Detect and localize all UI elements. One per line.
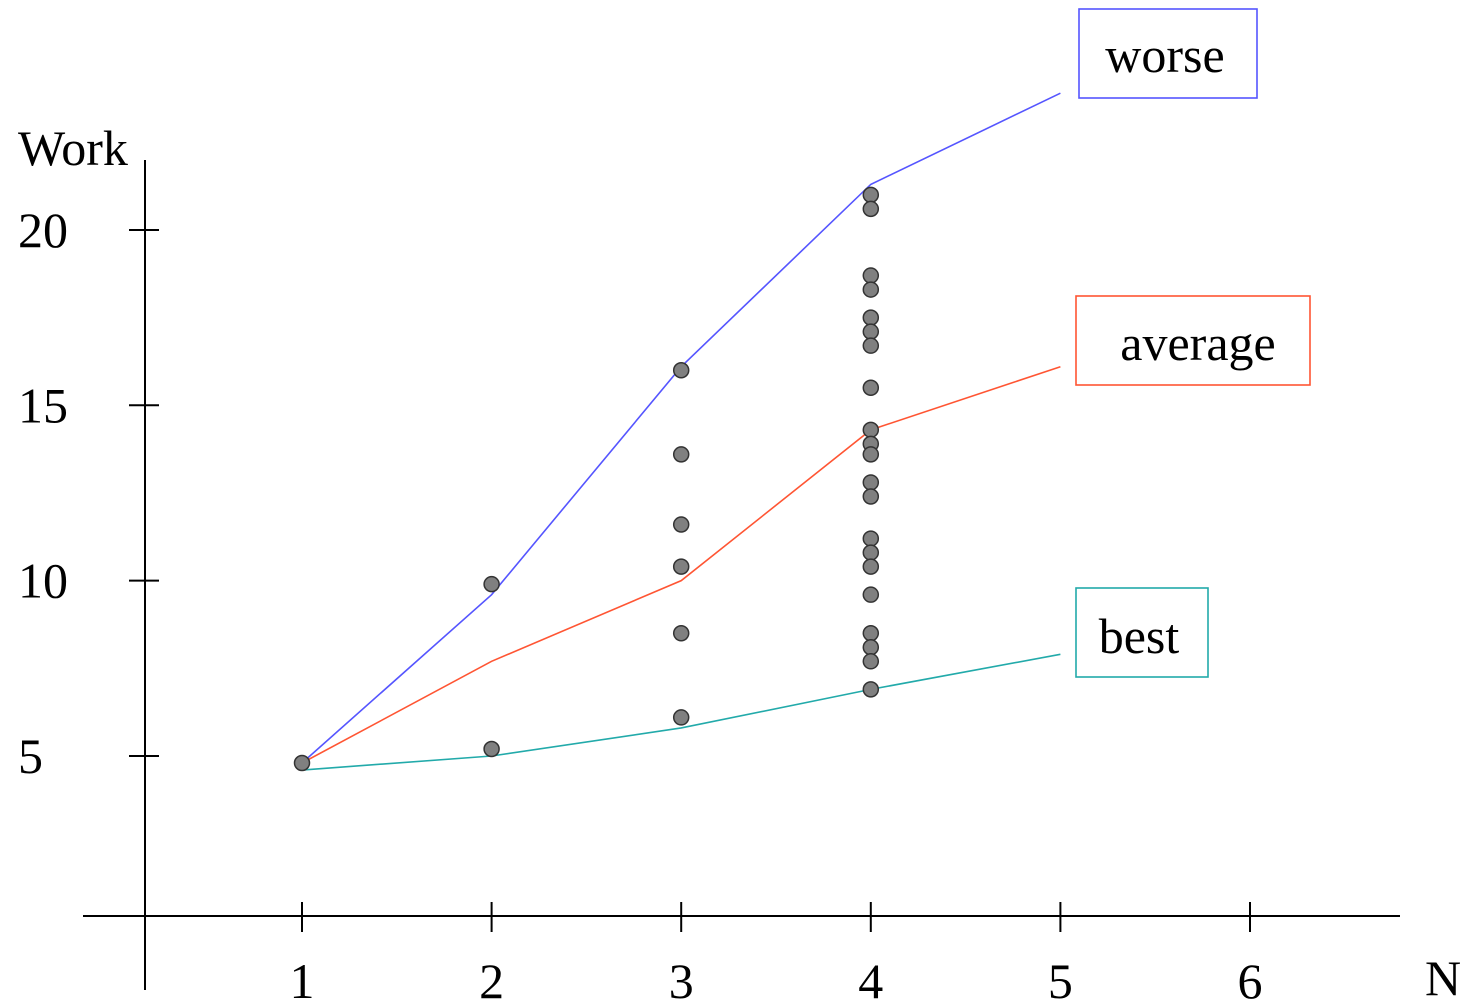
y-ticks: 5 10 15 20 [18,202,159,784]
scatter-point [863,626,878,641]
scatter-point [863,447,878,462]
scatter-point [863,587,878,602]
scatter-point [484,741,499,756]
scatter-point [863,268,878,283]
legend-label-worse: worse [1105,27,1224,83]
scatter-point [863,640,878,655]
x-tick-label: 3 [669,953,694,1003]
scatter-point [863,282,878,297]
x-tick-label: 1 [290,953,315,1003]
x-tick-label: 6 [1238,953,1263,1003]
x-tick-label: 4 [858,953,883,1003]
axes: Work N [18,120,1461,1003]
x-tick-label: 5 [1048,953,1073,1003]
y-axis-label: Work [18,120,128,176]
scatter-point [295,756,310,771]
legend-label-average: average [1120,315,1275,371]
scatter-point [863,310,878,325]
scatter-point [863,380,878,395]
scatter-point [674,517,689,532]
scatter-point [674,447,689,462]
scatter-point [674,363,689,378]
scatter-point [863,201,878,216]
scatter-point [863,654,878,669]
scatter-point [863,475,878,490]
x-tick-label: 2 [479,953,504,1003]
scatter-point [863,545,878,560]
scatter-point [674,559,689,574]
scatter-point [484,577,499,592]
y-tick-label: 15 [18,377,68,433]
y-tick-label: 20 [18,202,68,258]
scatter-point [863,338,878,353]
scatter-point [863,682,878,697]
series-lines [302,93,1060,770]
legend-label-best: best [1099,608,1180,664]
scatter-point [863,559,878,574]
y-tick-label: 10 [18,553,68,609]
x-ticks: 1 2 3 4 5 6 [290,902,1263,1003]
scatter-point [863,422,878,437]
scatter-point [863,324,878,339]
x-axis-label: N [1425,950,1461,1003]
scatter-point [674,710,689,725]
series-line-worse [302,93,1060,763]
scatter-point [863,489,878,504]
scatter-point [863,531,878,546]
legend-boxes: worse average best [1076,9,1310,677]
scatter-point [863,187,878,202]
y-tick-label: 5 [18,728,43,784]
scatter-point [674,626,689,641]
scatter-points [295,187,879,770]
